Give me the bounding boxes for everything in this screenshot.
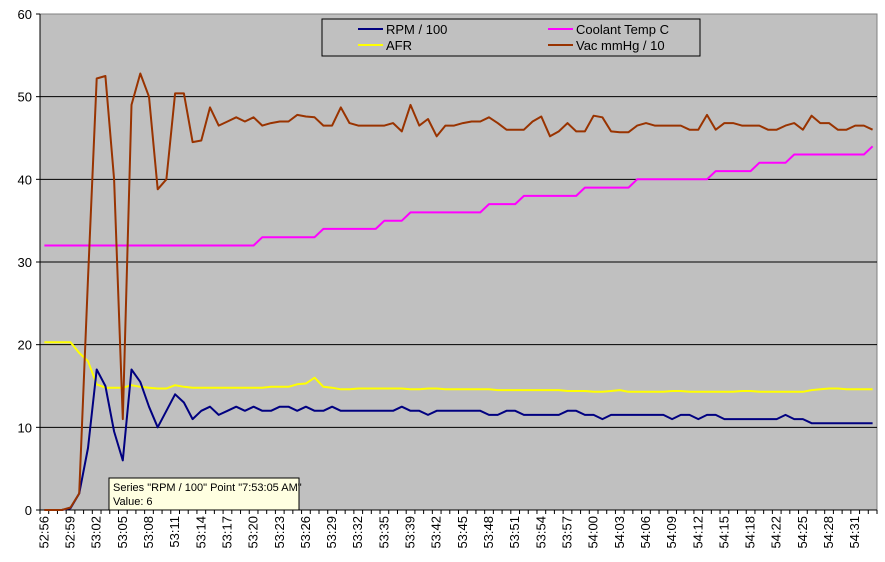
- x-tick-label: 53:57: [559, 516, 574, 549]
- legend-box: [321, 18, 701, 57]
- x-tick-label: 54:31: [847, 516, 862, 549]
- x-tick-label: 53:23: [272, 516, 287, 549]
- x-tick-label: 54:15: [716, 516, 731, 549]
- x-tick-label: 53:02: [89, 516, 104, 549]
- x-tick-label: 53:45: [455, 516, 470, 549]
- y-tick-label: 20: [18, 338, 32, 353]
- legend: RPM / 100 Coolant Temp C AFR Vac mmHg / 10: [321, 18, 701, 57]
- x-tick-label: 53:54: [533, 516, 548, 549]
- x-tick-label: 53:20: [246, 516, 261, 549]
- y-tick-label: 50: [18, 90, 32, 105]
- tooltip-line-1: Series "RPM / 100" Point "7:53:05 AM": [113, 482, 302, 494]
- series-line-vac-mmhg-10[interactable]: [44, 72, 874, 511]
- x-tick-label: 53:32: [350, 516, 365, 549]
- x-tick-label: 53:51: [507, 516, 522, 549]
- y-tick-label: 60: [18, 7, 32, 22]
- x-tick-label: 53:48: [481, 516, 496, 549]
- legend-label-rpm-100: RPM / 100: [386, 22, 447, 37]
- x-tick-label: 53:29: [324, 516, 339, 549]
- y-tick-label: 10: [18, 420, 32, 435]
- x-tick-label: 53:42: [429, 516, 444, 549]
- x-tick-label: 53:11: [167, 516, 182, 548]
- x-tick-label: 53:26: [298, 516, 313, 549]
- x-tick-label: 53:05: [115, 516, 130, 549]
- series-line-rpm-100[interactable]: [44, 368, 873, 511]
- y-tick-label: 40: [18, 172, 32, 187]
- series-line-coolant-temp-c[interactable]: [44, 145, 874, 247]
- x-tick-label: 54:22: [769, 516, 784, 549]
- legend-label-coolant-temp-c: Coolant Temp C: [576, 22, 669, 37]
- x-tick-label: 54:12: [690, 516, 705, 549]
- x-tick-label: 53:39: [403, 516, 418, 549]
- x-tick-label: 53:14: [193, 516, 208, 549]
- series-line-afr[interactable]: [44, 341, 873, 393]
- x-tick-label: 54:28: [821, 516, 836, 549]
- x-tick-label: 53:35: [376, 516, 391, 549]
- tooltip-box: [108, 477, 300, 511]
- x-tick-label: 54:06: [638, 516, 653, 549]
- y-tick-label: 0: [25, 503, 32, 518]
- tooltip-line-2: Value: 6: [113, 496, 153, 508]
- legend-label-vac-mmhg-10: Vac mmHg / 10: [576, 38, 665, 53]
- x-tick-label: 53:17: [219, 516, 234, 549]
- legend-label-afr: AFR: [386, 38, 412, 53]
- x-tick-label: 52:56: [36, 516, 51, 549]
- x-tick-label: 52:59: [63, 516, 78, 549]
- x-tick-label: 54:00: [586, 516, 601, 549]
- x-tick-label: 54:03: [612, 516, 627, 549]
- data-tooltip: Series "RPM / 100" Point "7:53:05 AM" Va…: [108, 477, 302, 511]
- x-tick-label: 53:08: [141, 516, 156, 549]
- x-tick-label: 54:25: [795, 516, 810, 549]
- x-tick-label: 54:09: [664, 516, 679, 549]
- x-tick-label: 54:18: [743, 516, 758, 549]
- y-tick-label: 30: [18, 255, 32, 270]
